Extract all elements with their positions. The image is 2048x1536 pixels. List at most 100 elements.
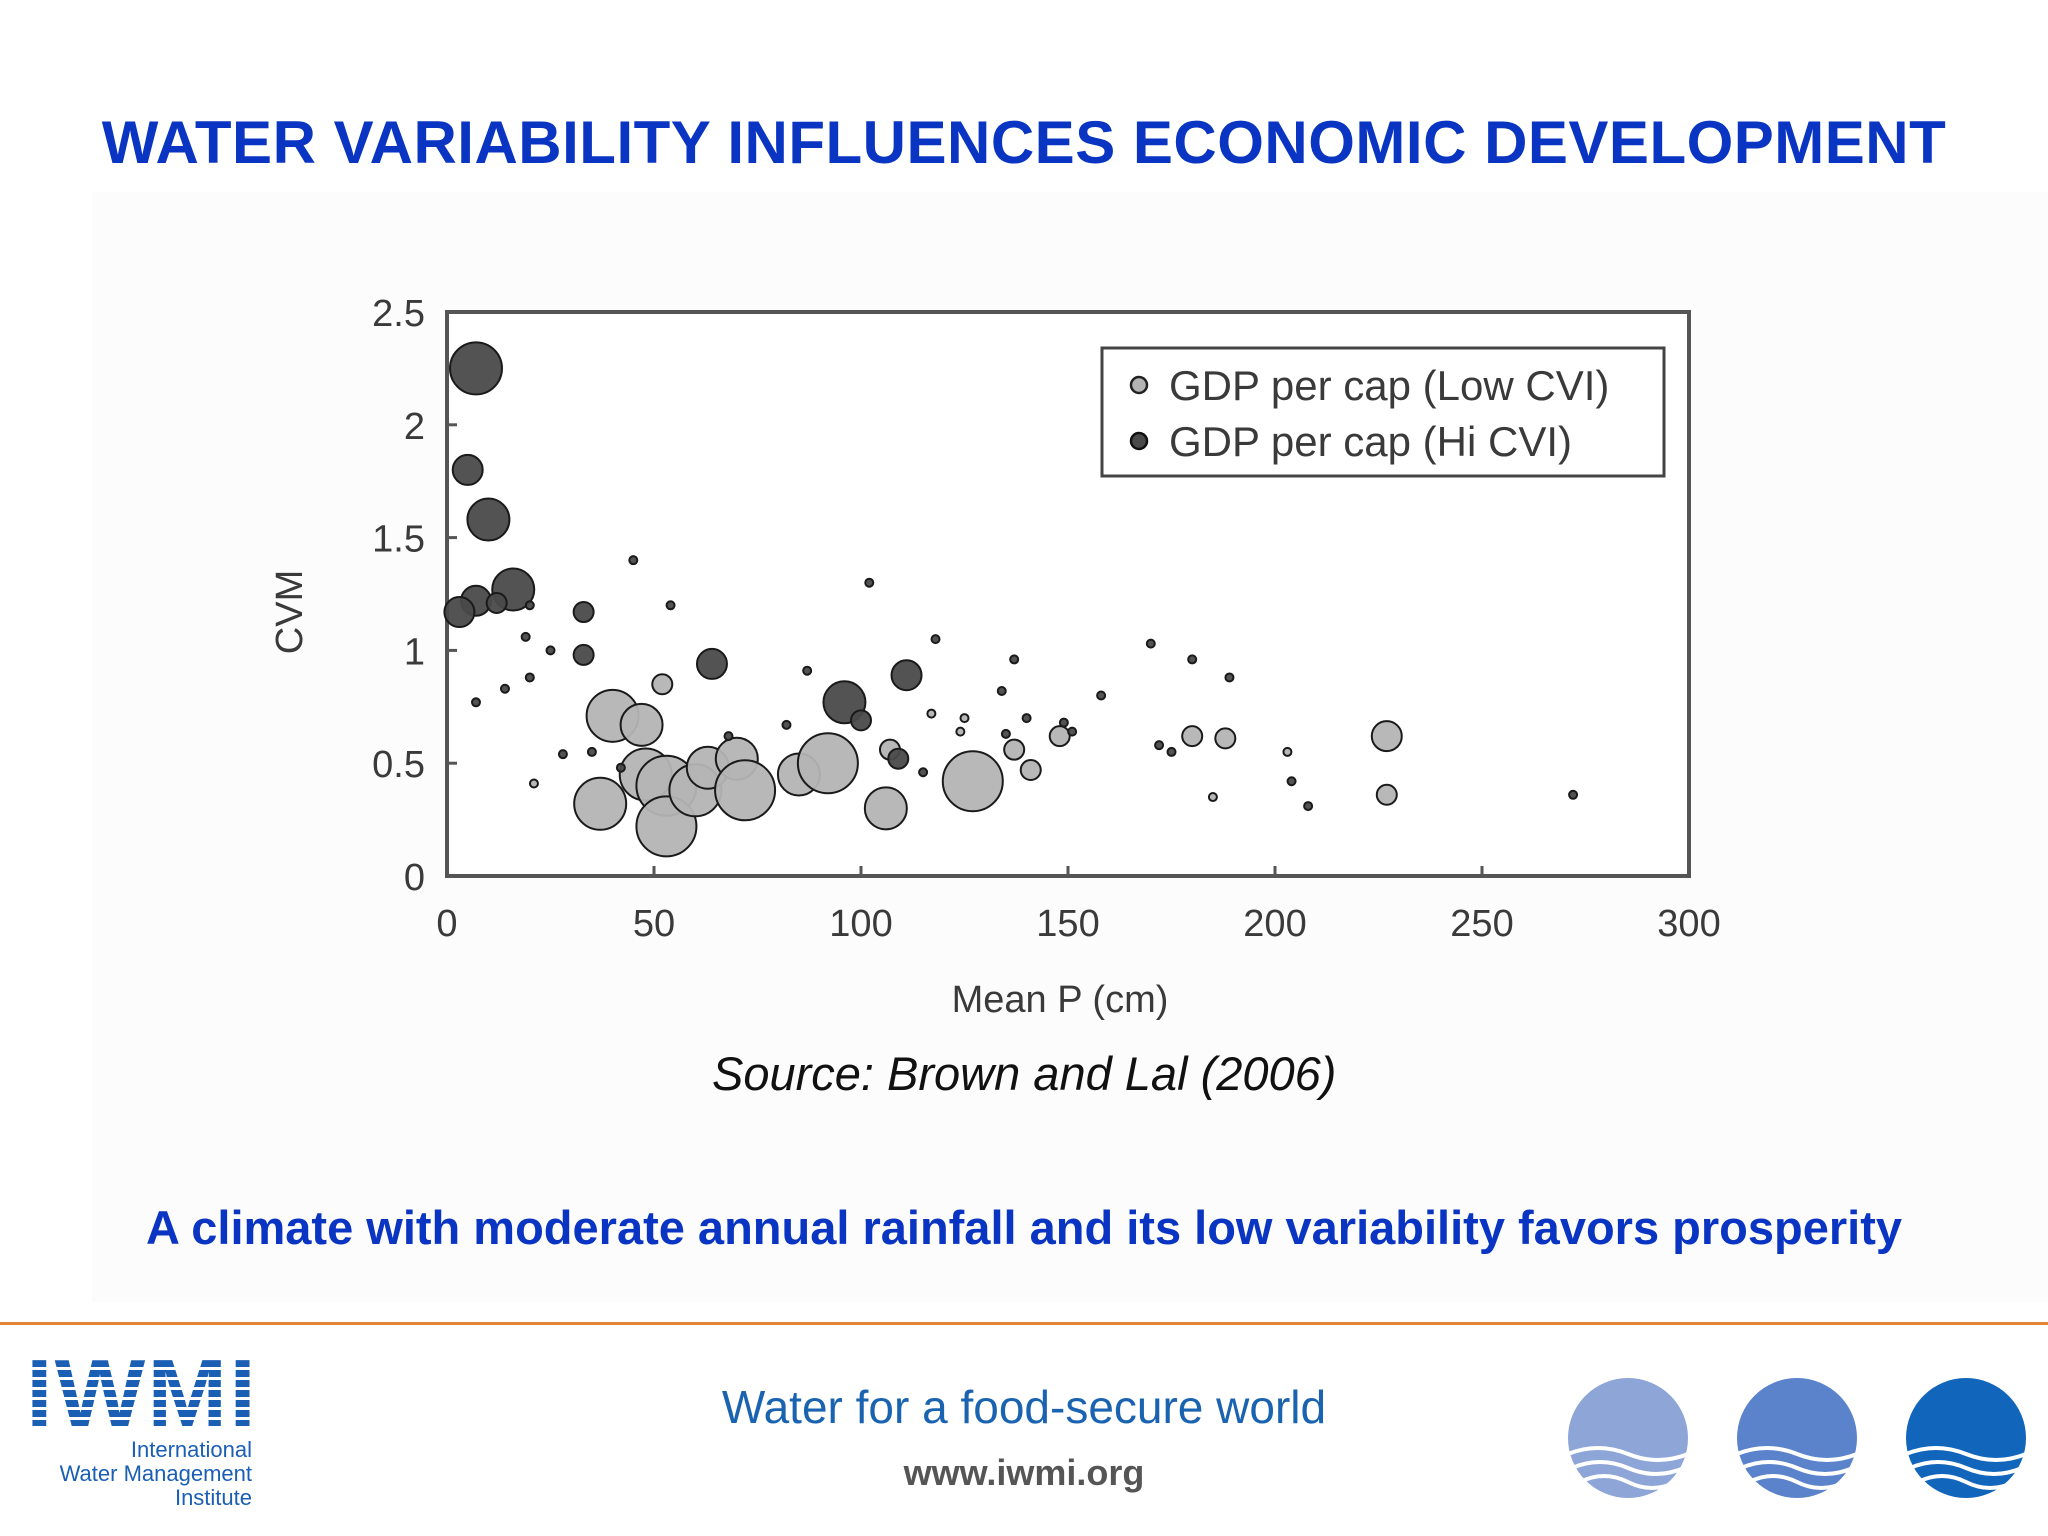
data-point-hi-cvi (1067, 726, 1078, 737)
data-point-hi-cvi (520, 631, 531, 642)
data-point-low-cvi (1019, 758, 1042, 781)
data-point-hi-cvi (524, 672, 535, 683)
data-point-hi-cvi (850, 709, 872, 732)
logo-subtitle-line-3: Institute (174, 1485, 252, 1510)
data-point-low-cvi (1370, 720, 1403, 753)
data-point-hi-cvi (448, 341, 503, 396)
legend-marker-low-cvi (1129, 375, 1149, 395)
logo-wordmark: IWMI (26, 1340, 258, 1447)
logo-subtitle-line-2: Water Management (59, 1461, 252, 1486)
data-point-low-cvi (1214, 727, 1237, 750)
x-tick-label: 300 (1657, 903, 1720, 945)
figure-panel: 0 50 100 150 200 250 300 0 0.5 1 1.5 2 2.5 GDP per c… (92, 192, 2048, 1302)
data-point-hi-cvi (1166, 746, 1177, 757)
data-point-hi-cvi (930, 634, 941, 645)
water-circle-icon-medium (1736, 1378, 1858, 1498)
legend-label-hi-cvi: GDP per cap (Hi CVI) (1169, 418, 1572, 465)
data-point-hi-cvi (499, 683, 510, 694)
scatter-chart: 0 50 100 150 200 250 300 0 0.5 1 1.5 2 2.5 GDP per c… (269, 293, 1721, 1100)
data-point-hi-cvi (1568, 789, 1579, 800)
data-point-hi-cvi (1286, 776, 1297, 787)
data-point-hi-cvi (470, 697, 481, 708)
y-tick-label: 2 (404, 406, 425, 448)
x-tick-label: 50 (633, 903, 675, 945)
data-point-hi-cvi (665, 600, 676, 611)
x-tick-label: 0 (436, 903, 457, 945)
legend-label-low-cvi: GDP per cap (Low CVI) (1169, 362, 1609, 409)
data-point-low-cvi (955, 726, 966, 737)
data-point-hi-cvi (1058, 717, 1069, 728)
data-point-hi-cvi (887, 747, 910, 770)
data-point-low-cvi (863, 786, 908, 831)
legend-marker-hi-cvi (1129, 431, 1149, 451)
y-axis-label: CVM (269, 570, 311, 654)
data-point-hi-cvi (1000, 728, 1011, 739)
x-axis-label: Mean P (cm) (952, 979, 1169, 1021)
data-point-hi-cvi (572, 601, 595, 624)
data-point-low-cvi (941, 750, 1004, 813)
x-tick-label: 200 (1243, 903, 1306, 945)
data-point-low-cvi (528, 778, 539, 789)
data-point-low-cvi (714, 759, 777, 822)
takeaway-text: A climate with moderate annual rainfall … (145, 1201, 1902, 1254)
data-point-hi-cvi (443, 596, 476, 629)
data-point-hi-cvi (557, 749, 568, 760)
logo-subtitle-line-1: International (130, 1437, 252, 1462)
footer-divider (0, 1322, 2048, 1325)
data-point-hi-cvi (918, 767, 929, 778)
data-point-low-cvi (1048, 725, 1071, 748)
data-point-hi-cvi (1187, 654, 1198, 665)
footer-tagline: Water for a food-secure world (721, 1381, 1327, 1433)
source-caption: Source: Brown and Lal (2006) (712, 1047, 1336, 1100)
x-tick-label: 150 (1036, 903, 1099, 945)
water-circle-icon-light (1567, 1378, 1689, 1498)
data-point-hi-cvi (485, 592, 508, 615)
data-point-hi-cvi (524, 600, 535, 611)
data-point-low-cvi (1003, 738, 1026, 761)
chart-legend: GDP per cap (Low CVI) GDP per cap (Hi CV… (1100, 346, 1666, 478)
water-circle-icon-dark (1905, 1378, 2027, 1498)
slide-title: WATER VARIABILITY INFLUENCES ECONOMIC DE… (101, 109, 1947, 176)
data-point-hi-cvi (1009, 654, 1020, 665)
data-point-hi-cvi (890, 659, 923, 692)
data-point-low-cvi (926, 708, 937, 719)
data-point-hi-cvi (615, 762, 626, 773)
data-point-low-cvi (573, 776, 628, 831)
legend-box (1100, 346, 1666, 478)
data-point-hi-cvi (864, 577, 875, 588)
x-tick-label: 250 (1450, 903, 1513, 945)
y-tick-label: 0.5 (372, 744, 425, 786)
data-point-low-cvi (1375, 783, 1398, 806)
data-point-low-cvi (959, 713, 970, 724)
data-point-hi-cvi (802, 665, 813, 676)
data-point-hi-cvi (1021, 713, 1032, 724)
footer-website-link[interactable]: www.iwmi.org (903, 1452, 1145, 1493)
y-tick-label: 2.5 (372, 293, 425, 335)
data-point-low-cvi (1181, 725, 1204, 748)
data-point-low-cvi (651, 673, 674, 696)
data-point-hi-cvi (1096, 690, 1107, 701)
data-point-hi-cvi (781, 719, 792, 730)
data-point-hi-cvi (1303, 801, 1314, 812)
data-point-hi-cvi (1145, 638, 1156, 649)
y-tick-label: 1 (404, 631, 425, 673)
data-point-low-cvi (1282, 746, 1293, 757)
data-point-hi-cvi (996, 686, 1007, 697)
data-point-low-cvi (796, 732, 859, 795)
y-tick-label: 0 (404, 857, 425, 899)
data-point-hi-cvi (466, 497, 511, 542)
data-point-hi-cvi (572, 643, 595, 666)
data-point-hi-cvi (695, 647, 728, 680)
y-tick-label: 1.5 (372, 519, 425, 561)
x-tick-label: 100 (829, 903, 892, 945)
data-point-hi-cvi (628, 555, 639, 566)
data-point-hi-cvi (451, 453, 484, 486)
data-point-hi-cvi (586, 746, 597, 757)
data-point-low-cvi (619, 702, 664, 747)
data-point-hi-cvi (1224, 672, 1235, 683)
data-point-low-cvi (1207, 792, 1218, 803)
data-point-hi-cvi (1154, 740, 1165, 751)
data-point-hi-cvi (545, 645, 556, 656)
iwmi-logo[interactable]: IWMI International Water Management Inst… (26, 1340, 258, 1518)
data-point-hi-cvi (723, 731, 734, 742)
